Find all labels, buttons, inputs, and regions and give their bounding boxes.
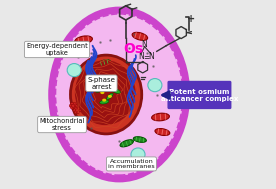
Text: Mitochondrial
stress: Mitochondrial stress <box>39 118 85 131</box>
Ellipse shape <box>67 64 81 77</box>
Ellipse shape <box>73 106 76 109</box>
Ellipse shape <box>148 79 162 92</box>
Ellipse shape <box>74 107 77 110</box>
Text: S-phase
arrest: S-phase arrest <box>87 77 115 90</box>
Ellipse shape <box>75 109 79 112</box>
Ellipse shape <box>74 104 77 107</box>
Text: Energy-dependent
uptake: Energy-dependent uptake <box>26 43 88 56</box>
Text: Potent osmium
anticancer complex: Potent osmium anticancer complex <box>161 89 238 101</box>
Ellipse shape <box>133 137 146 142</box>
Ellipse shape <box>107 93 113 100</box>
Ellipse shape <box>77 107 80 110</box>
Ellipse shape <box>111 88 120 93</box>
Ellipse shape <box>68 123 84 130</box>
FancyBboxPatch shape <box>168 81 232 109</box>
Ellipse shape <box>72 104 75 107</box>
Text: N: N <box>142 40 147 49</box>
Ellipse shape <box>69 104 72 107</box>
Ellipse shape <box>98 60 110 65</box>
Text: N: N <box>148 52 154 60</box>
Ellipse shape <box>75 36 92 44</box>
Ellipse shape <box>52 10 187 179</box>
Ellipse shape <box>70 102 74 106</box>
Text: Os: Os <box>123 42 143 56</box>
Ellipse shape <box>75 60 136 125</box>
Ellipse shape <box>108 95 112 98</box>
Ellipse shape <box>70 106 74 109</box>
Ellipse shape <box>132 32 148 40</box>
Text: +: + <box>187 14 195 23</box>
Ellipse shape <box>155 129 170 136</box>
Ellipse shape <box>120 140 133 147</box>
Ellipse shape <box>73 109 76 112</box>
Ellipse shape <box>104 87 108 90</box>
Ellipse shape <box>70 55 142 134</box>
Text: N: N <box>138 52 144 60</box>
Ellipse shape <box>74 111 77 114</box>
Ellipse shape <box>102 99 106 102</box>
Ellipse shape <box>78 109 81 112</box>
Ellipse shape <box>95 85 105 92</box>
Ellipse shape <box>100 100 109 104</box>
Ellipse shape <box>77 111 80 114</box>
Ellipse shape <box>100 91 104 94</box>
Ellipse shape <box>152 113 169 121</box>
Ellipse shape <box>131 148 145 161</box>
Text: =: = <box>143 53 150 62</box>
Ellipse shape <box>73 102 76 106</box>
Text: Accumulation
in membranes: Accumulation in membranes <box>108 159 155 169</box>
